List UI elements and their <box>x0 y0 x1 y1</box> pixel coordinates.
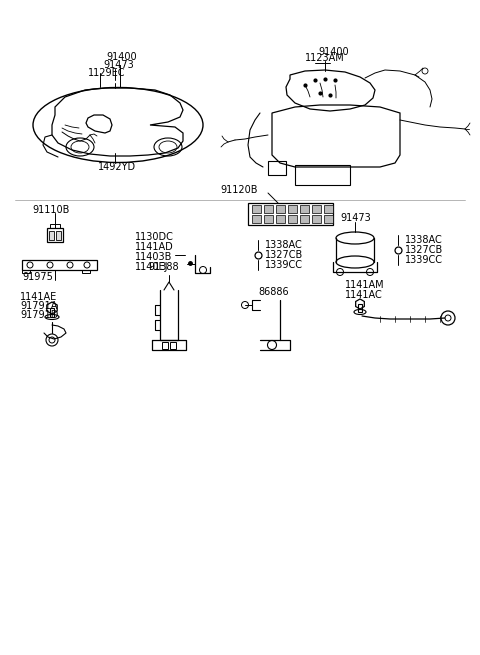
Bar <box>268 161 286 175</box>
Text: 1141AC: 1141AC <box>345 290 383 300</box>
Bar <box>300 215 309 223</box>
Bar <box>55 224 60 228</box>
Bar <box>324 215 333 223</box>
Bar <box>22 260 97 270</box>
Text: 91473: 91473 <box>340 213 371 223</box>
Text: 1130DC: 1130DC <box>135 232 174 242</box>
Text: 1339CC: 1339CC <box>405 255 443 265</box>
Bar <box>47 228 63 242</box>
Text: 1141AD: 1141AD <box>135 242 174 252</box>
Bar <box>288 205 297 213</box>
Text: 91473: 91473 <box>103 60 134 70</box>
Bar <box>324 205 333 213</box>
Bar <box>56 231 61 240</box>
Text: 11403B: 11403B <box>135 252 172 262</box>
Text: 91120B: 91120B <box>220 185 257 195</box>
Text: 1141AM: 1141AM <box>345 280 384 290</box>
Text: 1123AM: 1123AM <box>305 53 345 63</box>
Text: 1492YD: 1492YD <box>98 162 136 172</box>
Bar <box>22 270 30 273</box>
Text: 1339CC: 1339CC <box>265 260 303 270</box>
Text: 1338AC: 1338AC <box>265 240 303 250</box>
Text: 1338AC: 1338AC <box>405 235 443 245</box>
Text: 1129EC: 1129EC <box>88 68 125 78</box>
Bar <box>170 342 176 349</box>
Bar <box>276 215 285 223</box>
Bar <box>252 215 261 223</box>
Bar <box>295 165 350 185</box>
Text: 91400: 91400 <box>318 47 348 57</box>
Bar <box>82 270 90 273</box>
Bar <box>162 342 168 349</box>
Text: 86886: 86886 <box>258 287 288 297</box>
Bar <box>300 205 309 213</box>
Text: 1140EJ: 1140EJ <box>135 262 168 272</box>
Bar <box>264 205 273 213</box>
Bar <box>312 215 321 223</box>
Text: 91791A: 91791A <box>20 301 58 311</box>
Text: 91975: 91975 <box>22 272 53 282</box>
Text: 91110B: 91110B <box>32 205 70 215</box>
Text: 91791D: 91791D <box>20 310 59 320</box>
Bar <box>248 203 333 225</box>
Bar <box>252 205 261 213</box>
Text: 91388: 91388 <box>148 262 179 272</box>
Bar <box>358 304 362 312</box>
Bar <box>49 231 54 240</box>
Bar <box>50 224 55 228</box>
Text: 1327CB: 1327CB <box>265 250 303 260</box>
Bar <box>264 215 273 223</box>
Text: 91400: 91400 <box>106 52 137 62</box>
Text: 1327CB: 1327CB <box>405 245 443 255</box>
Bar <box>276 205 285 213</box>
Bar <box>50 308 54 317</box>
Text: 1141AE: 1141AE <box>20 292 57 302</box>
Bar <box>312 205 321 213</box>
Bar <box>288 215 297 223</box>
